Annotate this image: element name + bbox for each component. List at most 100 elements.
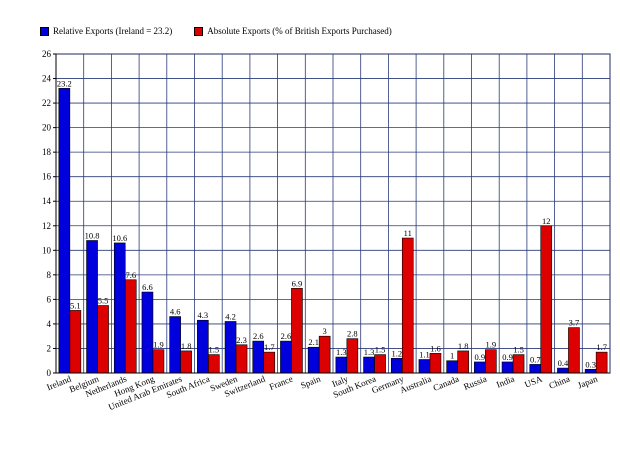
bar-relative xyxy=(418,359,431,374)
x-tick-label: China xyxy=(548,374,572,391)
bar-relative xyxy=(335,356,348,374)
y-tick-label: 22 xyxy=(42,98,51,108)
bar-absolute xyxy=(568,327,580,374)
data-label-absolute: 1.9 xyxy=(153,340,164,350)
y-tick-label: 14 xyxy=(42,196,52,206)
data-label-absolute: 1.7 xyxy=(596,342,607,352)
data-label-absolute: 11 xyxy=(404,228,412,238)
data-label-relative: 1 xyxy=(450,351,454,361)
data-label-relative: 1.3 xyxy=(364,347,375,357)
x-tick-label: Russia xyxy=(462,374,488,392)
bar-relative xyxy=(501,361,514,374)
y-tick-label: 6 xyxy=(47,294,52,304)
data-label-absolute: 3.7 xyxy=(569,318,580,328)
legend-item-relative: Relative Exports (Ireland = 23.2) xyxy=(40,26,172,36)
bar-relative xyxy=(169,316,181,374)
data-label-absolute: 1.9 xyxy=(486,340,497,350)
data-label-relative: 0.7 xyxy=(530,354,541,364)
bar-relative xyxy=(584,369,597,374)
bar-absolute xyxy=(291,288,303,374)
x-tick-label: France xyxy=(268,374,294,392)
bar-absolute xyxy=(595,351,608,374)
legend-label-absolute: Absolute Exports (% of British Exports P… xyxy=(207,26,392,36)
bar-relative xyxy=(280,340,292,374)
data-label-absolute: 1.8 xyxy=(458,341,469,351)
data-label-relative: 4.6 xyxy=(170,307,181,317)
bar-absolute xyxy=(69,310,82,374)
x-tick-label: Spain xyxy=(299,373,322,390)
bar-relative xyxy=(86,240,98,374)
data-label-absolute: 1.5 xyxy=(375,345,386,355)
data-label-relative: 0.3 xyxy=(585,359,596,369)
x-tick-label: India xyxy=(495,374,516,390)
y-tick-label: 18 xyxy=(42,147,52,157)
bar-relative xyxy=(363,356,375,374)
bar-absolute xyxy=(208,354,220,374)
data-label-absolute: 2.8 xyxy=(347,329,358,339)
bar-absolute xyxy=(401,237,414,374)
data-label-relative: 1.3 xyxy=(336,347,347,357)
bar-relative xyxy=(141,291,154,374)
data-label-absolute: 3 xyxy=(323,326,327,336)
bar-absolute xyxy=(540,225,553,374)
data-label-relative: 4.2 xyxy=(225,311,236,321)
data-label-relative: 2.6 xyxy=(281,331,292,341)
bar-relative xyxy=(224,321,237,374)
bar-relative xyxy=(390,357,403,374)
data-label-absolute: 6.9 xyxy=(292,278,303,288)
y-tick-label: 4 xyxy=(47,319,52,329)
y-tick-label: 8 xyxy=(47,270,52,280)
y-tick-label: 24 xyxy=(42,74,52,84)
y-tick-label: 12 xyxy=(42,221,51,231)
data-label-absolute: 7.6 xyxy=(125,270,136,280)
data-label-relative: 1.2 xyxy=(391,348,402,358)
bar-relative xyxy=(529,364,542,374)
bar-relative xyxy=(197,319,209,374)
y-tick-label: 0 xyxy=(47,368,52,378)
data-label-relative: 0.9 xyxy=(502,352,513,362)
legend-swatch-absolute xyxy=(194,26,204,36)
y-tick-label: 16 xyxy=(42,172,52,182)
bar-absolute xyxy=(97,305,109,374)
y-tick-label: 20 xyxy=(42,123,52,133)
bar-absolute xyxy=(235,344,248,374)
data-label-absolute: 1.7 xyxy=(264,342,275,352)
data-label-relative: 2.6 xyxy=(253,331,264,341)
bar-absolute xyxy=(318,335,331,374)
bar-relative xyxy=(557,367,569,374)
bar-absolute xyxy=(429,353,442,374)
data-label-absolute: 2.3 xyxy=(236,335,247,345)
data-label-relative: 6.6 xyxy=(142,282,153,292)
data-label-absolute: 1.6 xyxy=(430,343,441,353)
y-tick-label: 26 xyxy=(42,49,52,59)
data-label-absolute: 5.5 xyxy=(98,296,109,306)
bar-relative xyxy=(474,361,486,374)
bar-absolute xyxy=(485,349,497,374)
legend-swatch-relative xyxy=(40,26,49,36)
bar-relative xyxy=(113,242,126,374)
bar-absolute xyxy=(346,338,359,374)
bar-relative xyxy=(307,346,320,374)
bar-absolute xyxy=(263,351,276,374)
y-tick-label: 2 xyxy=(47,343,52,353)
legend-label-relative: Relative Exports (Ireland = 23.2) xyxy=(53,26,173,36)
bar-relative xyxy=(446,360,458,374)
bar-absolute xyxy=(180,350,192,374)
x-tick-label: Japan xyxy=(576,373,599,390)
data-label-relative: 1.1 xyxy=(419,350,430,360)
bar-absolute xyxy=(457,350,469,374)
data-label-absolute: 5.1 xyxy=(70,300,81,310)
x-tick-label: Canada xyxy=(432,374,461,393)
bar-absolute xyxy=(374,354,386,374)
bar-absolute xyxy=(512,354,525,374)
data-label-relative: 23.2 xyxy=(57,78,72,88)
data-label-absolute: 1.5 xyxy=(209,345,220,355)
bar-absolute xyxy=(124,279,137,374)
bar-absolute xyxy=(152,349,165,374)
data-label-absolute: 1.5 xyxy=(513,345,524,355)
bar-relative xyxy=(252,340,265,374)
data-label-relative: 0.9 xyxy=(475,352,486,362)
data-label-absolute: 1.8 xyxy=(181,341,192,351)
